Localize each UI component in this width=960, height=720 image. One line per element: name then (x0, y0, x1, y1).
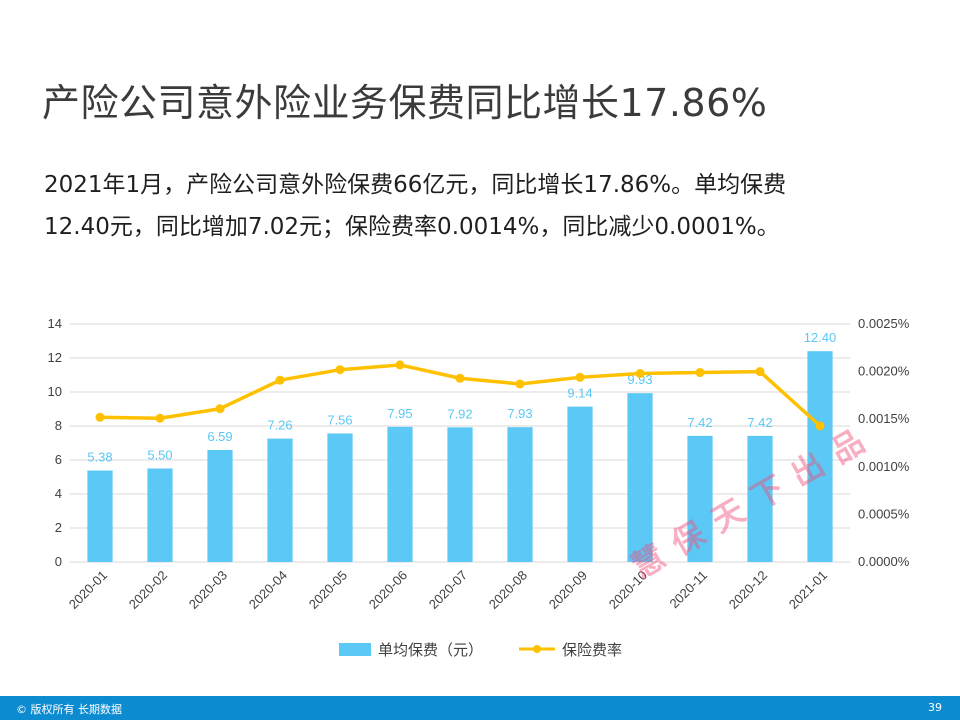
x-tick-label: 2020-03 (186, 568, 230, 612)
bar-value-label: 5.38 (87, 450, 112, 465)
x-tick-label: 2020-01 (66, 568, 110, 612)
bar-value-label: 7.56 (327, 412, 352, 427)
left-tick-label: 12 (48, 350, 62, 365)
right-tick-label: 0.0000% (858, 554, 910, 569)
rate-point (695, 368, 705, 378)
legend-label-bar[interactable]: 单均保费（元） (378, 642, 483, 659)
bar (207, 449, 233, 562)
rate-point (155, 413, 165, 423)
rate-line-series (95, 360, 825, 431)
legend-swatch-bar (339, 643, 371, 656)
right-tick-label: 0.0010% (858, 459, 910, 474)
rate-point (515, 379, 525, 389)
x-tick-label: 2021-01 (786, 568, 830, 612)
summary-line-1: 2021年1月，产险公司意外险保费66亿元，同比增长17.86%。单均保费 (44, 172, 787, 198)
bar-value-label: 7.93 (507, 406, 532, 421)
left-tick-label: 10 (48, 384, 62, 399)
footer-copyright: © 版权所有 长期数据 (16, 703, 122, 716)
left-tick-label: 4 (55, 486, 62, 501)
bar-value-label: 7.95 (387, 406, 412, 421)
bar (387, 426, 413, 562)
x-tick-label: 2020-11 (666, 568, 710, 612)
left-tick-label: 0 (55, 554, 62, 569)
bar-value-label: 9.93 (627, 372, 652, 387)
bar (807, 351, 833, 562)
right-axis-ticks: 0.0000% 0.0005% 0.0010% 0.0015% 0.0020% 0.002… (858, 316, 910, 569)
bar (267, 438, 293, 562)
bar-value-label: 7.26 (267, 418, 292, 433)
right-tick-label: 0.0015% (858, 411, 910, 426)
right-tick-label: 0.0005% (858, 506, 910, 521)
rate-point (215, 404, 225, 414)
summary-text: 2021年1月，产险公司意外险保费66亿元，同比增长17.86%。单均保费 12… (44, 164, 924, 248)
combo-chart: 0 2 4 6 8 10 12 14 0.0000% 0.0005% 0.0010% 0.0015%… (48, 316, 910, 659)
bar (567, 406, 593, 562)
bar-value-label: 12.40 (804, 330, 837, 345)
bar-value-label: 7.42 (747, 415, 772, 430)
x-axis-ticks: 2020-01 2020-02 2020-03 2020-04 2020-05 2020-… (66, 568, 830, 612)
legend: 单均保费（元） 保险费率 (339, 642, 622, 659)
summary-line-2: 12.40元，同比增加7.02元；保险费率0.0014%，同比减少0.0001%… (44, 214, 780, 240)
left-tick-label: 14 (48, 316, 62, 331)
page-number: 39 (928, 701, 942, 714)
x-tick-label: 2020-09 (546, 568, 590, 612)
legend-label-line[interactable]: 保险费率 (562, 642, 622, 659)
left-tick-label: 6 (55, 452, 62, 467)
rate-point (575, 372, 585, 382)
bar (327, 433, 353, 562)
bar (747, 435, 773, 562)
footer-bar: © 版权所有 长期数据 39 (0, 696, 960, 720)
rate-point (755, 367, 765, 377)
rate-point (95, 412, 105, 422)
rate-point (455, 373, 465, 383)
bar-value-label: 7.92 (447, 406, 472, 421)
rate-point (815, 421, 825, 431)
right-tick-label: 0.0025% (858, 316, 910, 331)
bar-value-label: 5.50 (147, 448, 172, 463)
bar (147, 468, 173, 562)
legend-swatch-marker (533, 645, 541, 653)
bars (87, 351, 833, 562)
rate-point (395, 360, 405, 370)
left-tick-label: 2 (55, 520, 62, 535)
x-tick-label: 2020-12 (726, 568, 770, 612)
x-tick-label: 2020-06 (366, 568, 410, 612)
bar-value-label: 9.14 (567, 386, 592, 401)
bar (87, 470, 113, 562)
page-title: 产险公司意外险业务保费同比增长17.86% (42, 81, 768, 125)
x-tick-label: 2020-07 (426, 568, 470, 612)
left-axis-ticks: 0 2 4 6 8 10 12 14 (48, 316, 62, 569)
right-tick-label: 0.0020% (858, 364, 910, 379)
bar (447, 427, 473, 562)
x-tick-label: 2020-04 (246, 568, 290, 612)
bar (627, 393, 653, 562)
x-tick-label: 2020-02 (126, 568, 170, 612)
rate-point (635, 369, 645, 379)
rate-point (335, 365, 345, 375)
bar-value-label: 6.59 (207, 429, 232, 444)
rate-point (275, 375, 285, 385)
bar-value-labels: 5.38 5.50 6.59 7.26 7.56 7.95 7.92 7.93 9.14 9.93… (87, 330, 836, 464)
bar (507, 427, 533, 562)
x-tick-label: 2020-08 (486, 568, 530, 612)
x-tick-label: 2020-05 (306, 568, 350, 612)
bar (687, 435, 713, 562)
bar-value-label: 7.42 (687, 415, 712, 430)
left-tick-label: 8 (55, 418, 62, 433)
